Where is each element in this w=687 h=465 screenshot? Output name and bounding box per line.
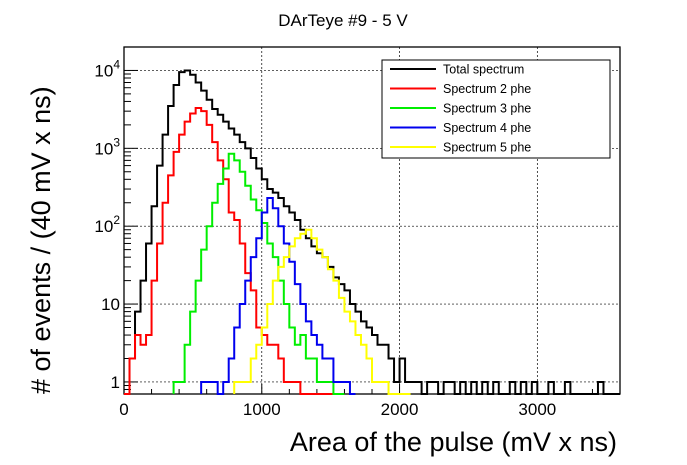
series-layer (124, 69, 620, 395)
legend-label: Total spectrum (443, 63, 524, 77)
y-tick-base: 10 (94, 139, 113, 158)
y-tick-exponent: 3 (113, 135, 120, 149)
y-tick-label: 102 (94, 213, 120, 236)
x-tick-label: 1000 (243, 400, 281, 419)
y-tick-label: 1 (111, 373, 120, 392)
legend-label: Spectrum 4 phe (443, 121, 531, 135)
legend-label: Spectrum 2 phe (443, 82, 531, 96)
series-spectrum-2-phe (124, 106, 345, 395)
x-tick-label: 2000 (381, 400, 419, 419)
y-tick-exponent: 2 (113, 213, 120, 227)
x-tick-labels: 0 1000 2000 3000 (119, 400, 556, 419)
y-tick-exponent: 4 (113, 57, 120, 71)
chart-title: DArTeye #9 - 5 V (278, 11, 408, 30)
x-tick-label: 0 (119, 400, 128, 419)
y-tick-label: 104 (94, 57, 120, 80)
y-axis-label: # of events / (40 mV x ns) (26, 86, 56, 394)
legend-label: Spectrum 5 phe (443, 141, 531, 155)
y-tick-label: 103 (94, 135, 120, 158)
legend-label: Spectrum 3 phe (443, 102, 531, 116)
series-spectrum-3-phe (172, 152, 345, 395)
legend: Total spectrum Spectrum 2 phe Spectrum 3 p… (381, 59, 611, 159)
series-total-spectrum (124, 69, 620, 395)
x-tick-label: 3000 (518, 400, 556, 419)
y-tick-base: 10 (94, 217, 113, 236)
y-tick-label: 10 (101, 295, 120, 314)
series-spectrum-4-phe (200, 197, 356, 395)
x-axis-label: Area of the pulse (mV x ns) (290, 427, 617, 457)
y-tick-base: 10 (94, 61, 113, 80)
series-spectrum-5-phe (233, 228, 411, 395)
